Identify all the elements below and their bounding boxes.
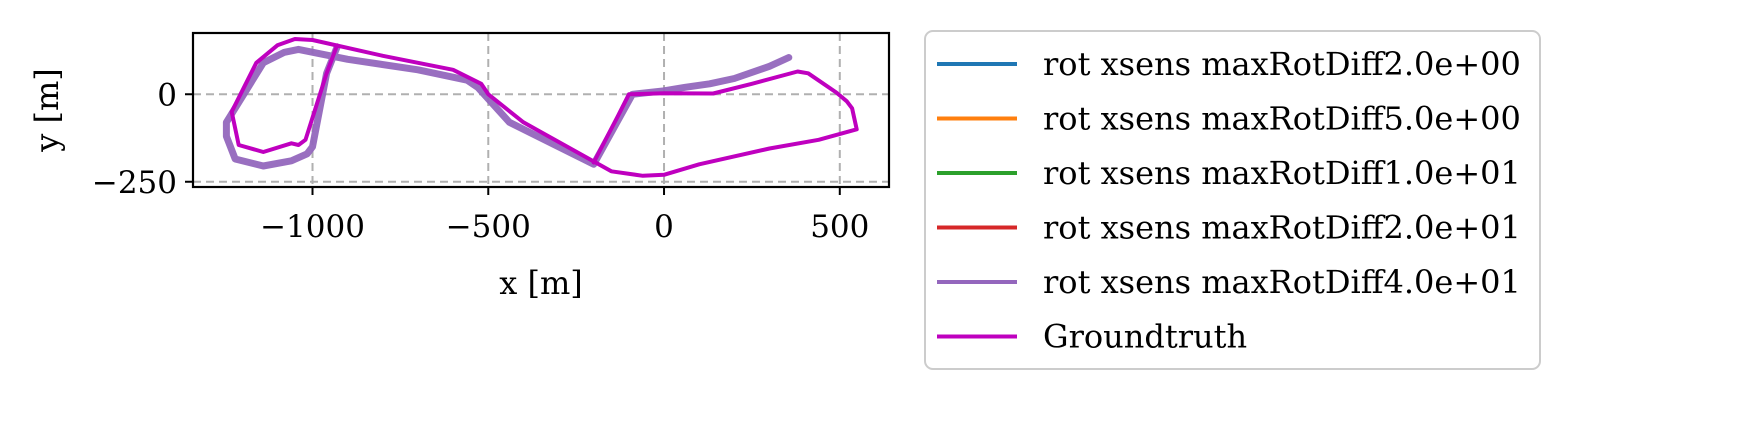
series-line-4 <box>222 43 793 170</box>
x-axis-ticks: −1000 −500 0 500 <box>260 187 869 245</box>
series-line-5 <box>229 37 859 178</box>
legend-label: rot xsens maxRotDiff2.0e+00 <box>1043 45 1521 83</box>
y-tick-label: −250 <box>92 165 177 201</box>
y-axis-label: y [m] <box>28 68 66 153</box>
legend-label: Groundtruth <box>1043 318 1247 356</box>
x-tick-label: 0 <box>654 209 674 245</box>
y-tick-label: 0 <box>157 77 177 113</box>
legend: rot xsens maxRotDiff2.0e+00 rot xsens max… <box>924 30 1541 370</box>
x-tick-label: −500 <box>446 209 531 245</box>
x-axis-label: x [m] <box>499 264 583 302</box>
plot-frame <box>191 31 891 189</box>
x-tick-label: −1000 <box>260 209 365 245</box>
y-axis-ticks: −250 0 <box>92 77 193 201</box>
legend-label: rot xsens maxRotDiff2.0e+01 <box>1043 209 1521 247</box>
legend-box <box>924 30 1541 370</box>
x-tick-label: 500 <box>810 209 869 245</box>
legend-label: rot xsens maxRotDiff5.0e+00 <box>1043 100 1521 138</box>
plot-series <box>222 37 859 178</box>
grid-lines <box>193 33 889 187</box>
legend-label: rot xsens maxRotDiff1.0e+01 <box>1043 154 1521 192</box>
legend-label: rot xsens maxRotDiff4.0e+01 <box>1043 263 1521 301</box>
